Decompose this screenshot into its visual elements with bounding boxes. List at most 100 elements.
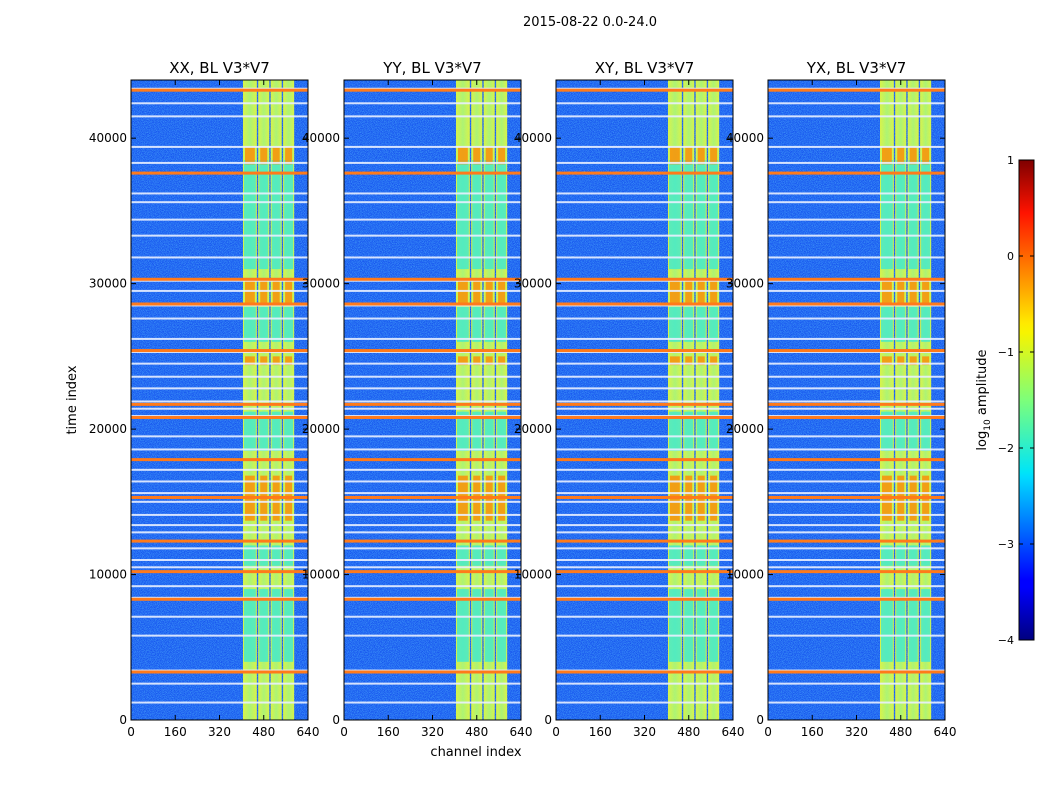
flagged-row	[344, 566, 521, 569]
flagged-row	[556, 337, 733, 340]
flagged-row	[344, 375, 521, 378]
rfi-band-dim-segment	[259, 306, 269, 342]
rfi-band-dim-segment	[921, 589, 931, 662]
rfi-band-dim-segment	[259, 589, 269, 662]
y-tick-label: 10000	[726, 568, 764, 582]
strong-row	[768, 402, 945, 406]
colorbar: 10−1−2−3−4 log10 amplitude	[975, 154, 1035, 647]
y-tick-label: 0	[756, 713, 764, 727]
flagged-row	[131, 317, 308, 320]
flagged-row	[344, 256, 521, 259]
rfi-band	[483, 80, 495, 720]
flagged-row	[556, 145, 733, 148]
rfi-band-dim-segment	[484, 545, 494, 566]
rfi-band-dim-segment	[709, 160, 719, 270]
strong-row	[131, 402, 308, 406]
panel-image	[344, 80, 521, 720]
rfi-band-hot-segment	[697, 146, 705, 165]
flagged-row	[768, 524, 945, 527]
rfi-band-dim-segment	[684, 306, 694, 342]
x-tick-label: 640	[297, 725, 320, 739]
strong-row	[768, 495, 945, 499]
x-tick-label: 480	[465, 725, 488, 739]
flagged-row	[131, 559, 308, 561]
y-tick-label: 40000	[302, 131, 340, 145]
rfi-band-hot-segment	[272, 356, 280, 366]
flagged-row	[131, 218, 308, 221]
flagged-row	[768, 407, 945, 410]
flagged-row	[344, 435, 521, 438]
rfi-band-dim-segment	[259, 545, 269, 566]
rfi-band-dim-segment	[497, 589, 507, 662]
rfi-band-hot-segment	[498, 146, 506, 165]
flagged-row	[344, 400, 521, 403]
flagged-row	[344, 234, 521, 237]
rfi-band-dim-segment	[457, 306, 469, 342]
rfi-band-dim-segment	[896, 306, 906, 342]
flagged-row	[556, 407, 733, 410]
flagged-row	[344, 500, 521, 503]
flagged-row	[131, 682, 308, 685]
strong-row	[344, 171, 521, 175]
flagged-row	[131, 566, 308, 569]
rfi-band-hot-segment	[458, 146, 468, 165]
flagged-row	[344, 102, 521, 105]
y-tick-label: 10000	[89, 568, 127, 582]
flagged-row	[556, 634, 733, 637]
flagged-row	[768, 161, 945, 164]
x-tick-label: 640	[934, 725, 957, 739]
rfi-band-hot-segment	[485, 146, 493, 165]
rfi-band-dim-segment	[484, 160, 494, 270]
flagged-row	[131, 192, 308, 195]
flagged-row	[556, 513, 733, 516]
flagged-row	[131, 337, 308, 340]
y-tick-label: 10000	[302, 568, 340, 582]
flagged-row	[344, 407, 521, 410]
rfi-band	[283, 80, 295, 720]
y-tick-label: 20000	[89, 422, 127, 436]
flagged-row	[556, 362, 733, 365]
rfi-band-hot-segment	[285, 146, 293, 165]
flagged-row	[344, 192, 521, 195]
panel-yy: YY, BL V3*V7 0 160 320 480 640 0 10000 20000 3000…	[302, 59, 533, 739]
flagged-row	[556, 400, 733, 403]
rfi-band-hot-segment	[909, 146, 917, 165]
strong-row	[131, 171, 308, 175]
rfi-band-dim-segment	[896, 411, 906, 451]
x-tick-label: 480	[889, 725, 912, 739]
rfi-band-dim-segment	[684, 160, 694, 270]
colorbar-label-sub: 10	[983, 419, 993, 431]
rfi-band-dim-segment	[669, 589, 681, 662]
rfi-band-dim-segment	[244, 545, 256, 566]
flagged-row	[556, 435, 733, 438]
flagged-row	[131, 234, 308, 237]
rfi-band-dim-segment	[244, 589, 256, 662]
x-tick-label: 320	[208, 725, 231, 739]
rfi-band-dim-segment	[472, 411, 482, 451]
strong-row	[556, 349, 733, 353]
rfi-band-dim-segment	[497, 411, 507, 451]
flagged-row	[556, 682, 733, 685]
rfi-band-hot-segment	[882, 146, 892, 165]
rfi-band	[920, 80, 932, 720]
rfi-band-dim-segment	[472, 545, 482, 566]
flagged-row	[768, 615, 945, 618]
strong-row	[131, 415, 308, 419]
rfi-band-dim-segment	[684, 411, 694, 451]
flagged-row	[344, 387, 521, 390]
flagged-row	[344, 201, 521, 204]
strong-row	[344, 277, 521, 281]
rfi-band-hot-segment	[473, 146, 481, 165]
x-tick-label: 0	[127, 725, 135, 739]
flagged-row	[768, 337, 945, 340]
strong-row	[131, 302, 308, 306]
x-tick-label: 640	[510, 725, 533, 739]
strong-row	[131, 349, 308, 353]
rfi-band-hot-segment	[670, 146, 680, 165]
rfi-band-dim-segment	[497, 545, 507, 566]
flagged-row	[131, 492, 308, 495]
colorbar-tick-label: −2	[998, 442, 1014, 455]
rfi-band-hot-segment	[670, 356, 680, 366]
flagged-row	[556, 468, 733, 471]
